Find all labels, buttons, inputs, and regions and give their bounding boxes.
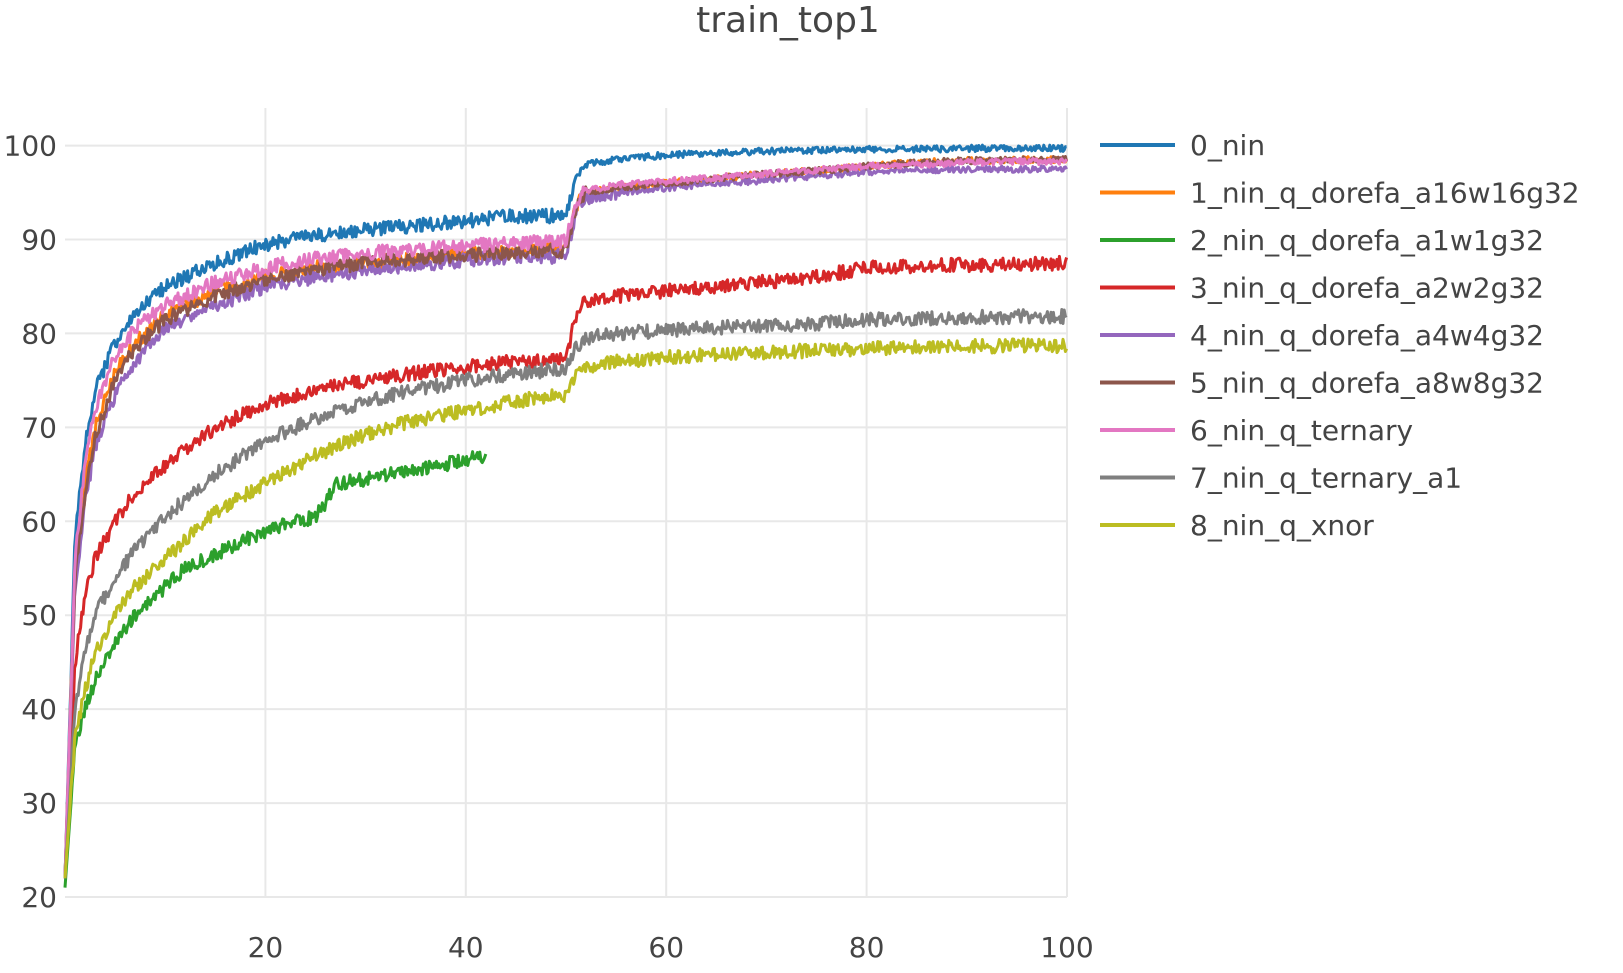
y-tick-label: 50 <box>21 599 57 632</box>
x-tick-label: 20 <box>248 931 284 964</box>
series-line-4_nin_q_dorefa_a4w4g32 <box>63 164 1068 879</box>
legend-label: 7_nin_q_ternary_a1 <box>1190 462 1462 495</box>
y-tick-label: 60 <box>21 505 57 538</box>
legend-label: 1_nin_q_dorefa_a16w16g32 <box>1190 177 1580 210</box>
legend-label: 2_nin_q_dorefa_a1w1g32 <box>1190 224 1544 257</box>
legend-label: 0_nin <box>1190 129 1265 162</box>
y-tick-label: 70 <box>21 411 57 444</box>
x-tick-label: 100 <box>1040 931 1093 964</box>
y-tick-label: 40 <box>21 693 57 726</box>
legend-item-7_nin_q_ternary_a1[interactable]: 7_nin_q_ternary_a1 <box>1100 462 1462 495</box>
series-line-0_nin <box>63 143 1067 879</box>
legend-label: 6_nin_q_ternary <box>1190 414 1413 447</box>
y-tick-label: 20 <box>21 881 57 914</box>
legend[interactable]: 0_nin 1_nin_q_dorefa_a16w16g32 2_nin_q_dor… <box>1100 129 1580 542</box>
legend-item-4_nin_q_dorefa_a4w4g32[interactable]: 4_nin_q_dorefa_a4w4g32 <box>1100 319 1544 352</box>
legend-item-0_nin[interactable]: 0_nin <box>1100 129 1265 162</box>
y-tick-label: 30 <box>21 787 57 820</box>
legend-item-1_nin_q_dorefa_a16w16g32[interactable]: 1_nin_q_dorefa_a16w16g32 <box>1100 177 1580 210</box>
series-line-8_nin_q_xnor <box>63 337 1068 879</box>
x-tick-label: 80 <box>849 931 885 964</box>
legend-item-8_nin_q_xnor[interactable]: 8_nin_q_xnor <box>1100 509 1374 542</box>
y-tick-label: 90 <box>21 224 57 257</box>
x-tick-label: 40 <box>448 931 484 964</box>
legend-item-2_nin_q_dorefa_a1w1g32[interactable]: 2_nin_q_dorefa_a1w1g32 <box>1100 224 1544 257</box>
axes: 20 30 40 50 60 70 80 90 100 20 40 60 80 100 <box>4 130 1094 964</box>
legend-label: 5_nin_q_dorefa_a8w8g32 <box>1190 367 1544 400</box>
series-line-2_nin_q_dorefa_a1w1g32 <box>63 450 488 888</box>
series-line-3_nin_q_dorefa_a2w2g32 <box>63 254 1069 879</box>
legend-label: 3_nin_q_dorefa_a2w2g32 <box>1190 272 1544 305</box>
series-lines <box>63 143 1069 888</box>
legend-item-5_nin_q_dorefa_a8w8g32[interactable]: 5_nin_q_dorefa_a8w8g32 <box>1100 367 1544 400</box>
y-tick-label: 100 <box>4 130 57 163</box>
grid <box>65 108 1068 898</box>
chart-title: train_top1 <box>696 0 880 41</box>
legend-item-3_nin_q_dorefa_a2w2g32[interactable]: 3_nin_q_dorefa_a2w2g32 <box>1100 272 1544 305</box>
series-line-6_nin_q_ternary <box>63 156 1068 879</box>
series-line-7_nin_q_ternary_a1 <box>63 308 1068 879</box>
x-tick-label: 60 <box>648 931 684 964</box>
legend-label: 8_nin_q_xnor <box>1190 509 1374 542</box>
legend-item-6_nin_q_ternary[interactable]: 6_nin_q_ternary <box>1100 414 1413 447</box>
legend-label: 4_nin_q_dorefa_a4w4g32 <box>1190 319 1544 352</box>
y-tick-label: 80 <box>21 317 57 350</box>
